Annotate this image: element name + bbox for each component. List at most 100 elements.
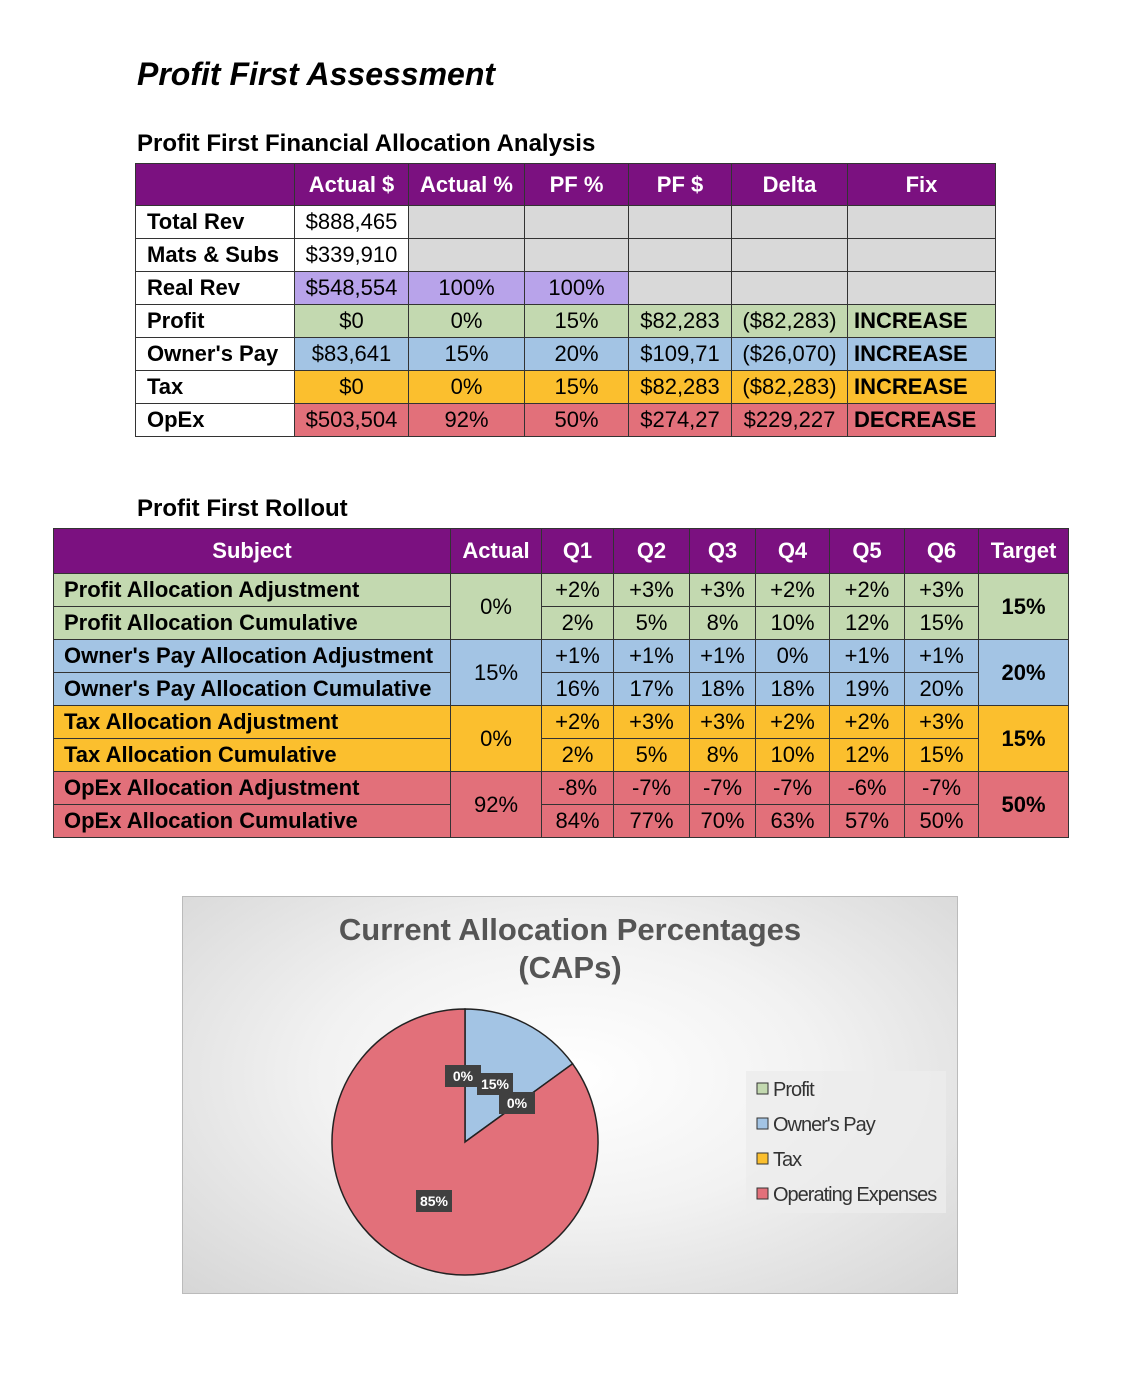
- quarter-cell: 16%: [541, 672, 614, 706]
- quarter-cell: 8%: [689, 738, 756, 772]
- empty-cell: [628, 271, 732, 305]
- quarter-cell: -8%: [541, 771, 614, 805]
- quarter-cell: 10%: [755, 606, 830, 640]
- legend-label: Tax: [773, 1149, 802, 1171]
- legend-swatch: [756, 1152, 769, 1165]
- table-cell: 15%: [524, 370, 629, 404]
- table-cell: INCREASE: [847, 304, 996, 338]
- table-cell: ($82,283): [731, 370, 848, 404]
- empty-cell: [847, 271, 996, 305]
- header-cell: PF %: [524, 163, 629, 206]
- table-cell: $339,910: [294, 238, 409, 272]
- quarter-cell: 20%: [904, 672, 979, 706]
- table-row: Tax Allocation Adjustment 0% +2% +3% +3% +2% +…: [53, 705, 1069, 772]
- table-cell: $888,465: [294, 205, 409, 239]
- table-cell: DECREASE: [847, 403, 996, 437]
- quarter-cell: +3%: [904, 705, 979, 739]
- data-label: 15%: [481, 1076, 510, 1092]
- quarter-cell: 70%: [689, 804, 756, 838]
- pie-chart: 0% 15% 0% 85% Profit Owner's Pay Tax Operating …: [331, 1008, 946, 1276]
- quarter-cell: +3%: [689, 705, 756, 739]
- row-label: Owner's Pay: [135, 337, 295, 371]
- quarter-cell: +3%: [613, 573, 690, 607]
- empty-cell: [731, 271, 848, 305]
- quarter-cell: 0%: [755, 639, 830, 673]
- quarter-cell: +1%: [613, 639, 690, 673]
- quarter-cell: 77%: [613, 804, 690, 838]
- header-cell: Fix: [847, 163, 996, 206]
- subject-cell: Tax Allocation Adjustment: [53, 705, 451, 739]
- legend-label: Operating Expenses: [773, 1184, 937, 1206]
- subject-cell: Profit Allocation Cumulative: [53, 606, 451, 640]
- legend-swatch: [756, 1117, 769, 1130]
- header-cell: Target: [978, 528, 1069, 574]
- table-cell: INCREASE: [847, 370, 996, 404]
- table-row: Profit Allocation Adjustment 0% +2% +3% +3% +…: [53, 573, 1069, 640]
- quarter-cell: -6%: [829, 771, 905, 805]
- legend-swatch: [756, 1187, 769, 1200]
- table-cell: 100%: [524, 271, 629, 305]
- quarter-cell: 63%: [755, 804, 830, 838]
- actual-cell: 0%: [450, 573, 542, 640]
- data-label-bg: [416, 1190, 452, 1212]
- table-row: Owner's Pay $83,641 15% 20% $109,71 ($26,070)…: [135, 337, 996, 371]
- table-cell: 92%: [408, 403, 525, 437]
- quarter-cell: -7%: [755, 771, 830, 805]
- quarter-cell: 57%: [829, 804, 905, 838]
- data-label-group: 0%: [499, 1092, 535, 1114]
- data-label-group: 0%: [445, 1065, 481, 1087]
- quarter-cell: +3%: [613, 705, 690, 739]
- chart-title-wrap: Current Allocation Percentages (CAPs): [183, 911, 957, 987]
- data-label: 0%: [453, 1068, 474, 1084]
- table-cell: ($82,283): [731, 304, 848, 338]
- table-row: Total Rev $888,465: [135, 205, 996, 239]
- quarter-cell: 18%: [755, 672, 830, 706]
- table-cell: $503,504: [294, 403, 409, 437]
- quarter-cell: 8%: [689, 606, 756, 640]
- header-cell: Actual $: [294, 163, 409, 206]
- legend-label: Owner's Pay: [773, 1114, 876, 1136]
- table-cell: $0: [294, 304, 409, 338]
- table-row: OpEx Allocation Adjustment 92% -8% -7% -7% -7…: [53, 771, 1069, 838]
- legend-box: [746, 1071, 946, 1213]
- table-row: OpEx $503,504 92% 50% $274,27 $229,227 DECREAS…: [135, 403, 996, 437]
- header-row: Actual $ Actual % PF % PF $ Delta Fix: [135, 163, 996, 206]
- quarter-cell: +2%: [755, 573, 830, 607]
- header-cell: Q1: [541, 528, 614, 574]
- data-label-bg: [499, 1092, 535, 1114]
- empty-cell: [408, 205, 525, 239]
- row-label: Profit: [135, 304, 295, 338]
- table-cell: ($26,070): [731, 337, 848, 371]
- quarter-cell: 15%: [904, 606, 979, 640]
- target-cell: 50%: [978, 771, 1069, 838]
- quarter-cell: +2%: [541, 705, 614, 739]
- header-cell: Q3: [689, 528, 756, 574]
- table-cell: $109,71: [628, 337, 732, 371]
- header-cell: Actual %: [408, 163, 525, 206]
- table-row: Owner's Pay Allocation Cumulative 16% 17% 1…: [53, 672, 1069, 706]
- table-cell: 15%: [408, 337, 525, 371]
- quarter-cell: +3%: [904, 573, 979, 607]
- actual-cell: 15%: [450, 639, 542, 706]
- table-cell: $548,554: [294, 271, 409, 305]
- rollout-table: Subject Actual Q1 Q2 Q3 Q4 Q5 Q6 Target Profit Al…: [53, 528, 1069, 838]
- quarter-cell: +1%: [829, 639, 905, 673]
- quarter-cell: -7%: [613, 771, 690, 805]
- quarter-cell: +3%: [689, 573, 756, 607]
- table-cell: 50%: [524, 403, 629, 437]
- subject-cell: Owner's Pay Allocation Adjustment: [53, 639, 451, 673]
- table-cell: $83,641: [294, 337, 409, 371]
- empty-cell: [628, 238, 732, 272]
- empty-cell: [731, 238, 848, 272]
- target-cell: 15%: [978, 705, 1069, 772]
- table-cell: $82,283: [628, 304, 732, 338]
- quarter-cell: +2%: [829, 705, 905, 739]
- empty-cell: [524, 238, 629, 272]
- subject-cell: Profit Allocation Adjustment: [53, 573, 451, 607]
- table-cell: INCREASE: [847, 337, 996, 371]
- subject-cell: Owner's Pay Allocation Cumulative: [53, 672, 451, 706]
- table-cell: 0%: [408, 304, 525, 338]
- empty-cell: [847, 205, 996, 239]
- data-label-bg: [477, 1073, 513, 1095]
- quarter-cell: -7%: [904, 771, 979, 805]
